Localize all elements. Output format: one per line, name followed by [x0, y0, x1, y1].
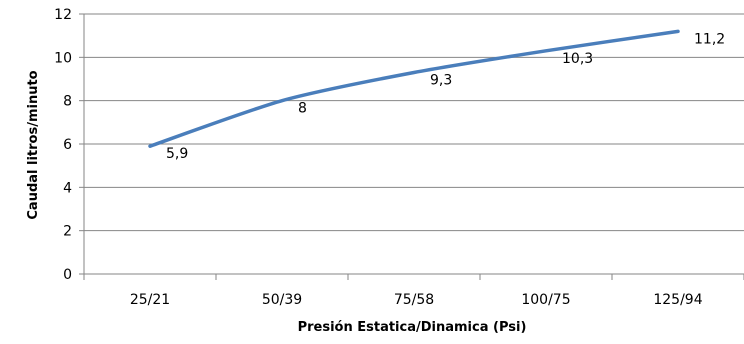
x-tick-label: 50/39: [262, 292, 302, 308]
x-tick-label: 25/21: [130, 292, 170, 308]
x-tick-label: 125/94: [653, 292, 702, 308]
x-tick-label: 100/75: [521, 292, 570, 308]
data-label: 8: [298, 101, 307, 117]
y-tick-label: 10: [54, 50, 72, 66]
data-label: 9,3: [430, 73, 452, 89]
y-tick-label: 6: [63, 137, 72, 153]
axes: [79, 13, 744, 280]
y-tick-label: 0: [63, 267, 72, 283]
x-tick-labels: 25/21 50/39 75/58 100/75 125/94: [130, 292, 703, 308]
y-tick-label: 12: [54, 7, 72, 23]
series-line: [148, 29, 680, 148]
data-label: 5,9: [166, 146, 188, 162]
y-tick-labels: 0 2 4 6 8 10 12: [54, 7, 72, 283]
data-label: 10,3: [562, 51, 593, 67]
data-labels: 5,9 8 9,3 10,3 11,2: [166, 31, 725, 162]
series-group: [148, 29, 680, 148]
y-axis-title: Caudal litros/minuto: [26, 70, 41, 219]
y-tick-label: 8: [63, 94, 72, 110]
y-tick-label: 4: [63, 180, 72, 196]
y-tick-label: 2: [63, 224, 72, 240]
x-axis-title: Presión Estatica/Dinamica (Psi): [298, 320, 527, 335]
gridlines: [84, 13, 744, 232]
data-label: 11,2: [694, 31, 725, 47]
x-tick-label: 75/58: [394, 292, 434, 308]
